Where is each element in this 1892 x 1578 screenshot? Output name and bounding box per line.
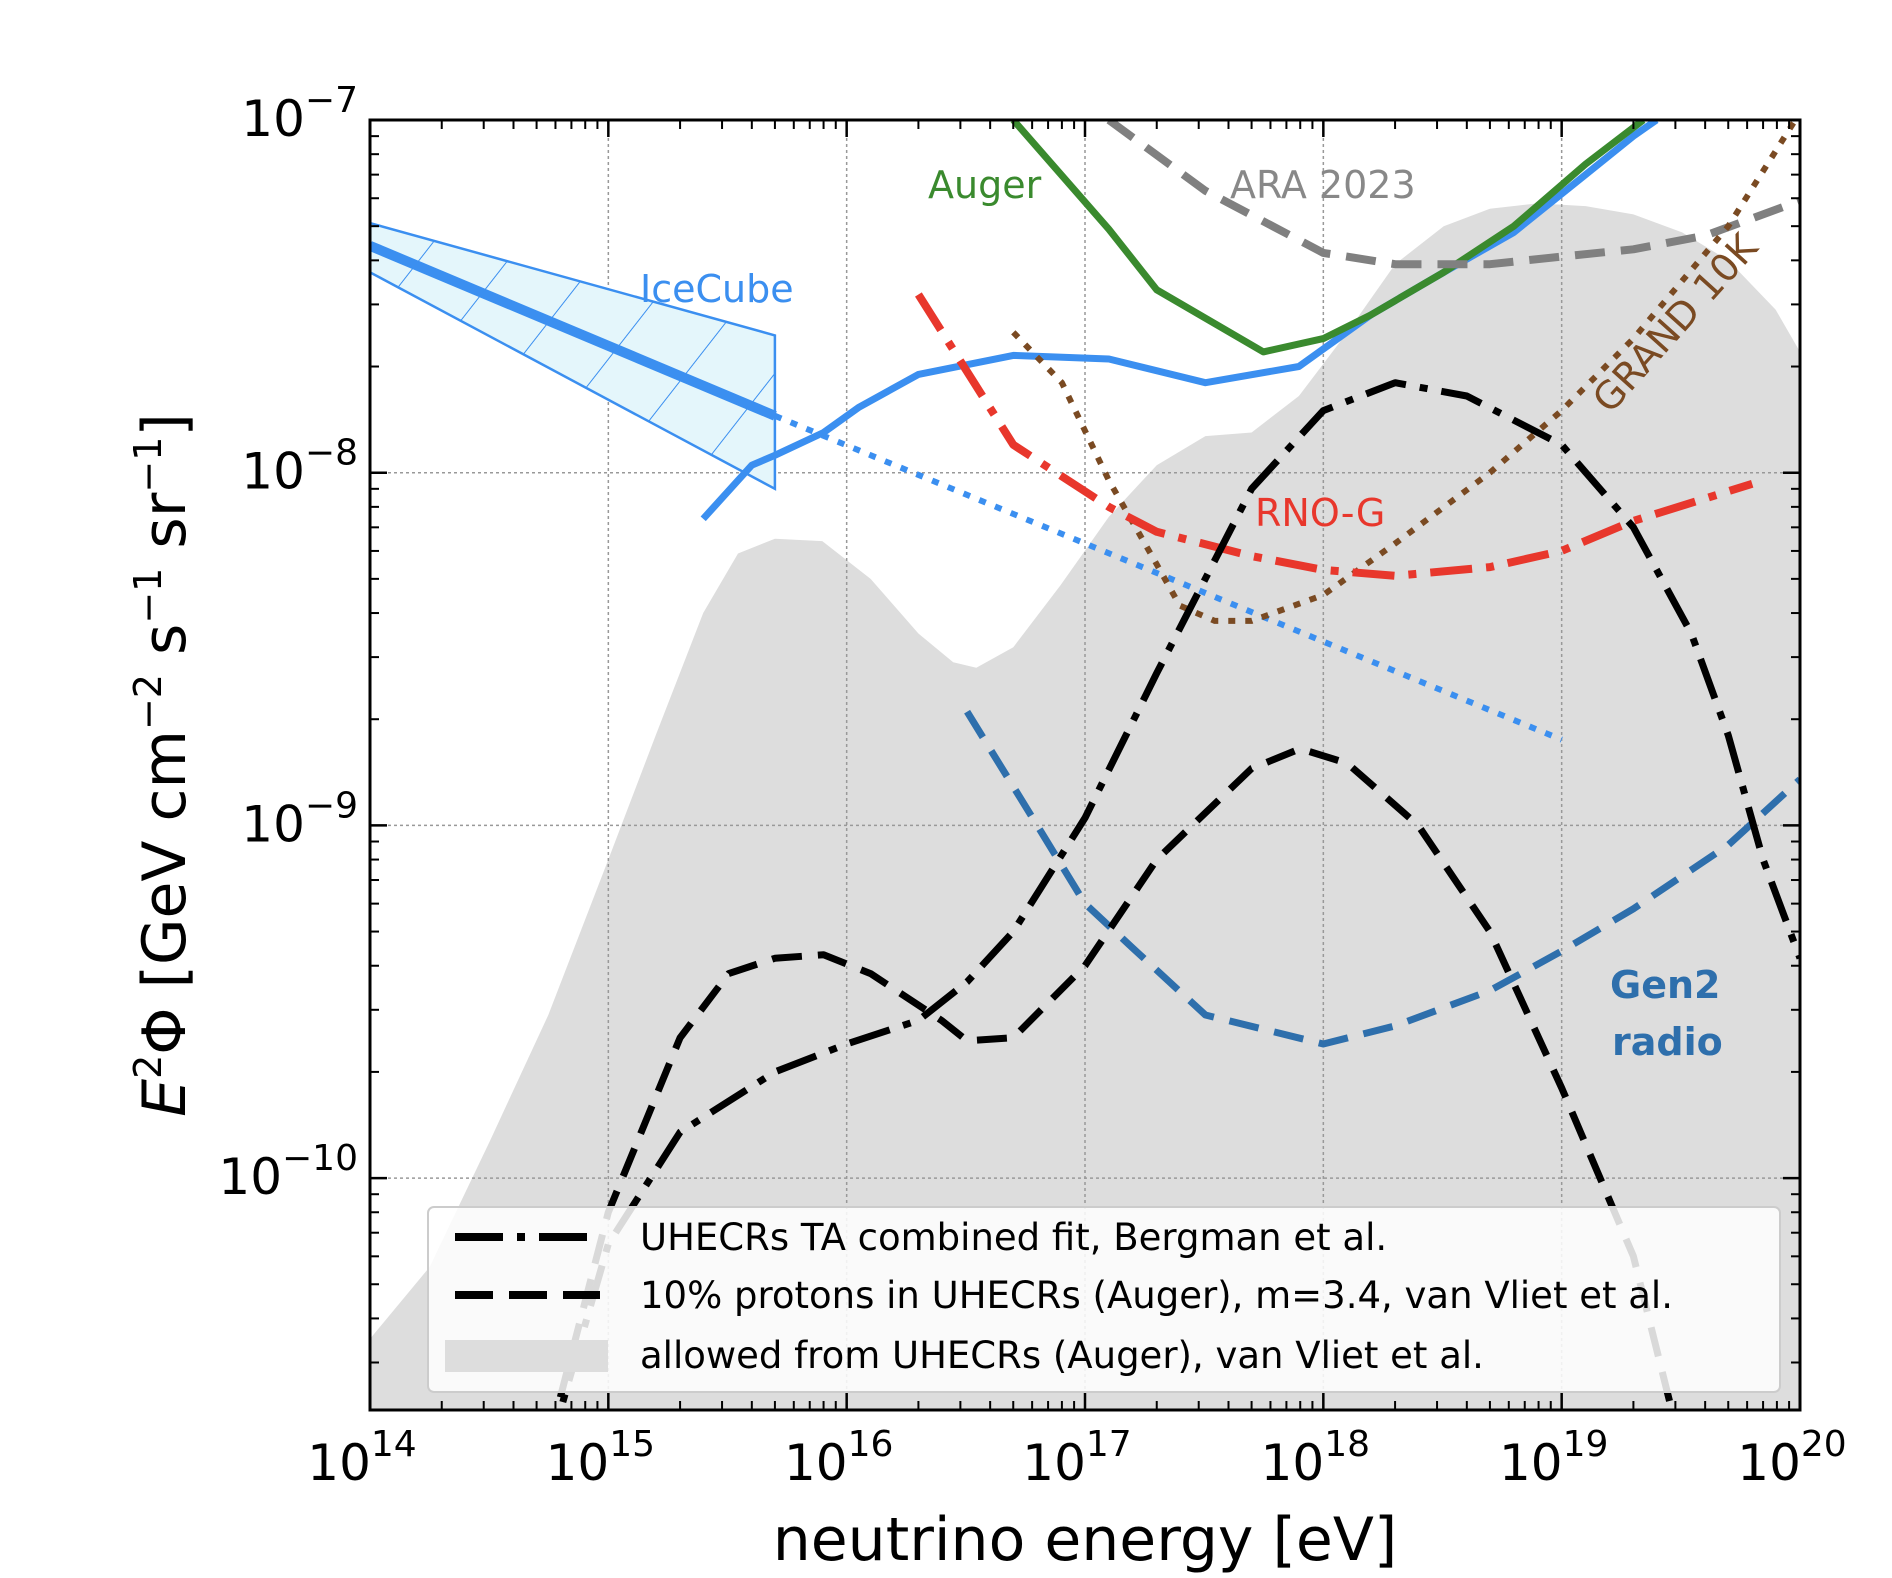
- x-tick-label: 1020: [1737, 1424, 1846, 1492]
- series-line-auger-3: [1010, 120, 1646, 356]
- x-tick-exp: 18: [1324, 1424, 1370, 1465]
- y-tick-base: 10: [218, 1148, 282, 1206]
- x-tick-exp: 15: [609, 1424, 655, 1465]
- y-tick-base: 10: [241, 443, 305, 501]
- series-line-uhecrs-ta-combined-fit-bergman-et-al-8: [556, 379, 1800, 1410]
- annotation-radio: radio: [1612, 1020, 1723, 1064]
- annotation-rno-g: RNO-G: [1255, 491, 1385, 535]
- y-title-exp-m1b: −1: [126, 437, 170, 493]
- series-line-gen2-radio-7: [964, 709, 1800, 1048]
- legend-label-protons: 10% protons in UHECRs (Auger), m=3.4, va…: [640, 1274, 1673, 1317]
- x-tick-base: 10: [1737, 1434, 1801, 1492]
- annotation-icecube: IceCube: [640, 267, 794, 311]
- y-title-phi: Φ [GeV cm: [130, 730, 200, 1055]
- y-tick-exp: −8: [305, 433, 358, 474]
- y-tick-label: 10−8: [241, 433, 358, 501]
- y-tick-exp: −10: [282, 1138, 358, 1179]
- legend-swatch-allowed: [445, 1340, 608, 1372]
- annotation-auger: Auger: [928, 163, 1042, 207]
- y-tick-label: 10−10: [218, 1138, 358, 1206]
- x-tick-base: 10: [546, 1434, 610, 1492]
- y-title-close: ]: [130, 413, 200, 436]
- x-tick-base: 10: [1499, 1434, 1563, 1492]
- x-tick-base: 10: [784, 1434, 848, 1492]
- x-tick-exp: 19: [1563, 1424, 1609, 1465]
- legend-label-ta-fit: UHECRs TA combined fit, Bergman et al.: [640, 1216, 1387, 1259]
- y-title-exp-m2: −2: [126, 674, 170, 730]
- annotation-ara-2023: ARA 2023: [1230, 163, 1416, 207]
- x-tick-label: 1016: [784, 1424, 893, 1492]
- x-tick-base: 10: [1022, 1434, 1086, 1492]
- series-line-icecube-0: [700, 120, 1659, 522]
- x-tick-label: 1019: [1499, 1424, 1608, 1492]
- x-tick-exp: 16: [848, 1424, 894, 1465]
- x-tick-label: 1015: [546, 1424, 655, 1492]
- y-tick-label: 10−9: [241, 785, 358, 853]
- annotation-gen2: Gen2: [1610, 963, 1720, 1007]
- y-tick-base: 10: [241, 90, 305, 148]
- series-line-icecube-2: [773, 413, 1563, 743]
- y-tick-exp: −9: [305, 785, 358, 826]
- x-tick-label: 1018: [1261, 1424, 1370, 1492]
- x-tick-base: 10: [1261, 1434, 1325, 1492]
- legend-label-allowed: allowed from UHECRs (Auger), van Vliet e…: [640, 1334, 1484, 1377]
- y-title-e: E: [130, 1079, 200, 1117]
- series-line-10-protons-in-uhecrs-auger-m-3-4-van-vliet-et-al-9: [553, 745, 1676, 1410]
- y-tick-exp: −7: [305, 80, 358, 121]
- x-tick-label: 1017: [1022, 1424, 1131, 1492]
- y-tick-label: 10−7: [241, 80, 358, 148]
- series-line-icecube-1: [370, 241, 777, 421]
- y-title-exp-m1a: −1: [126, 568, 170, 624]
- y-title-sr: sr: [130, 492, 200, 567]
- series-line-ara-2023-4: [1106, 120, 1800, 269]
- x-tick-exp: 14: [371, 1424, 417, 1465]
- x-tick-exp: 17: [1086, 1424, 1132, 1465]
- y-title-exp2: 2: [126, 1055, 170, 1079]
- x-tick-label: 1014: [307, 1424, 416, 1492]
- x-axis-title: neutrino energy [eV]: [773, 1505, 1398, 1575]
- y-title-s: s: [130, 624, 200, 674]
- y-axis-title: E2Φ [GeV cm−2 s−1 sr−1]: [126, 413, 200, 1117]
- y-tick-base: 10: [241, 795, 305, 853]
- series-line-rno-g-6: [915, 292, 1754, 580]
- x-tick-exp: 20: [1801, 1424, 1847, 1465]
- legend-box: [427, 1206, 1781, 1393]
- x-tick-base: 10: [307, 1434, 371, 1492]
- legend: UHECRs TA combined fit, Bergman et al. 1…: [427, 1206, 1781, 1393]
